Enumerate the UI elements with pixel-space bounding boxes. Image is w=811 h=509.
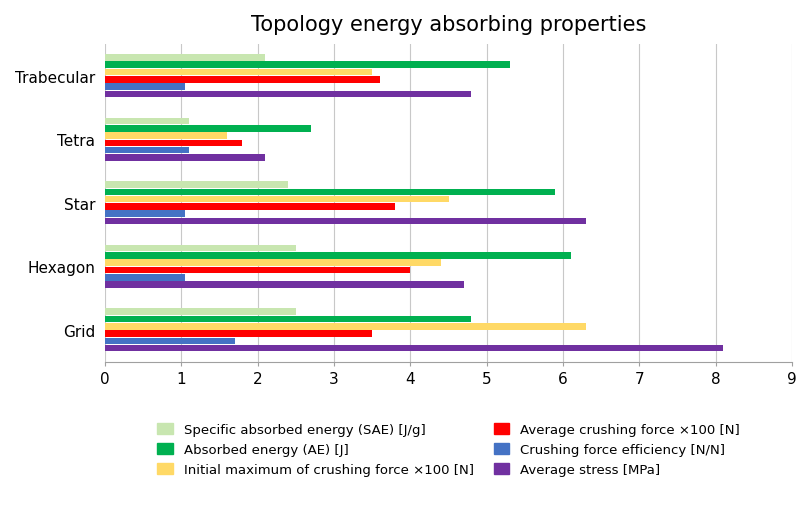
Bar [105, 189, 555, 196]
Bar [105, 155, 265, 161]
Bar [105, 126, 311, 132]
Bar [105, 182, 288, 188]
Bar [105, 55, 265, 62]
Bar [105, 282, 463, 289]
Bar [105, 331, 371, 337]
Bar [105, 309, 295, 315]
Bar [105, 70, 371, 76]
Bar [105, 204, 395, 210]
Bar [105, 196, 448, 203]
Bar [105, 133, 227, 139]
Bar [105, 211, 185, 218]
Bar [105, 62, 509, 69]
Bar [105, 84, 185, 91]
Bar [105, 92, 471, 98]
Bar [105, 338, 234, 345]
Bar [105, 119, 189, 125]
Bar [105, 274, 185, 281]
Bar [105, 245, 295, 252]
Bar [105, 77, 380, 83]
Bar [105, 316, 471, 323]
Title: Topology energy absorbing properties: Topology energy absorbing properties [251, 15, 646, 35]
Bar [105, 148, 189, 154]
Bar [105, 345, 723, 352]
Bar [105, 267, 410, 274]
Bar [105, 140, 242, 147]
Bar [105, 252, 570, 259]
Bar [105, 323, 586, 330]
Bar [105, 260, 440, 267]
Legend: Specific absorbed energy (SAE) [J/g], Absorbed energy (AE) [J], Initial maximum : Specific absorbed energy (SAE) [J/g], Ab… [151, 416, 745, 483]
Bar [105, 218, 586, 225]
